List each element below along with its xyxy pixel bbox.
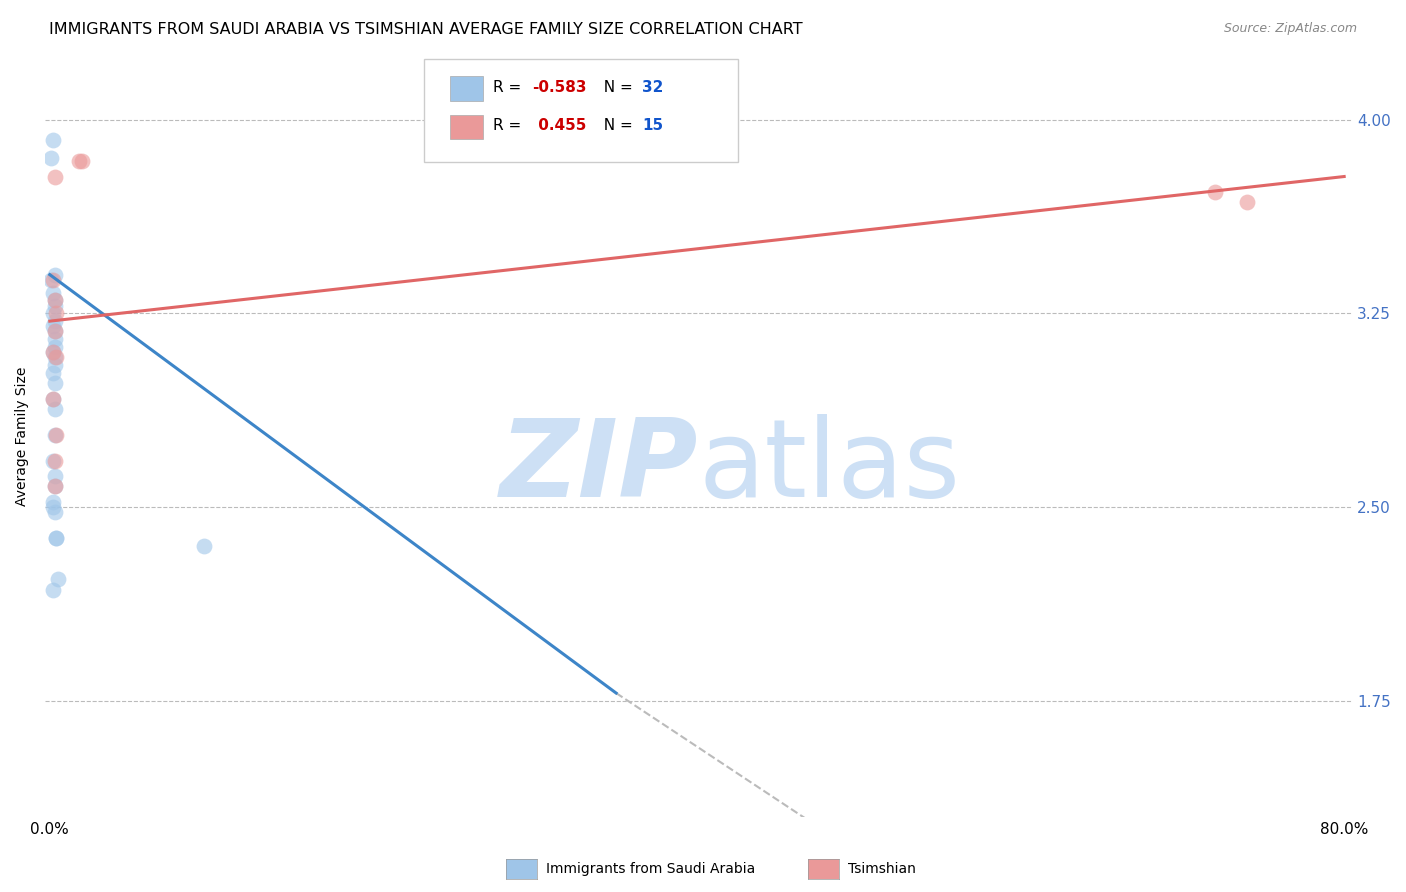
Point	[45, 306, 67, 320]
Point	[42, 345, 65, 359]
Point	[44, 299, 66, 313]
Point	[44, 479, 66, 493]
FancyBboxPatch shape	[425, 59, 738, 161]
Point	[44, 169, 66, 184]
Text: IMMIGRANTS FROM SAUDI ARABIA VS TSIMSHIAN AVERAGE FAMILY SIZE CORRELATION CHART: IMMIGRANTS FROM SAUDI ARABIA VS TSIMSHIA…	[49, 22, 803, 37]
Point	[44, 479, 66, 493]
Text: N =: N =	[593, 80, 638, 95]
Point	[44, 427, 66, 442]
Bar	[450, 77, 482, 101]
Text: -0.583: -0.583	[533, 80, 588, 95]
Point	[44, 401, 66, 416]
Point	[44, 293, 66, 308]
Point	[42, 392, 65, 406]
Point	[70, 154, 93, 169]
Point	[44, 358, 66, 372]
Point	[44, 293, 66, 308]
Bar	[450, 114, 482, 139]
Point	[42, 273, 65, 287]
Point	[41, 273, 63, 287]
Point	[44, 314, 66, 328]
Point	[44, 332, 66, 346]
Point	[44, 505, 66, 519]
Point	[44, 376, 66, 391]
Point	[42, 366, 65, 380]
Point	[44, 340, 66, 354]
Text: R =: R =	[494, 119, 526, 134]
Point	[193, 539, 215, 553]
Text: Tsimshian: Tsimshian	[848, 862, 915, 876]
Text: Immigrants from Saudi Arabia: Immigrants from Saudi Arabia	[546, 862, 755, 876]
Point	[1236, 195, 1258, 210]
Point	[42, 319, 65, 334]
Point	[1204, 185, 1226, 199]
Point	[45, 531, 67, 545]
Text: Source: ZipAtlas.com: Source: ZipAtlas.com	[1223, 22, 1357, 36]
Text: 32: 32	[643, 80, 664, 95]
Point	[42, 306, 65, 320]
Point	[44, 325, 66, 339]
Point	[42, 582, 65, 597]
Point	[67, 154, 90, 169]
Text: 0.455: 0.455	[533, 119, 586, 134]
Point	[44, 325, 66, 339]
Point	[45, 427, 67, 442]
Point	[42, 133, 65, 147]
Point	[44, 268, 66, 282]
Text: R =: R =	[494, 80, 526, 95]
Point	[44, 453, 66, 467]
Point	[46, 573, 69, 587]
Point	[42, 495, 65, 509]
Point	[44, 469, 66, 483]
Point	[42, 285, 65, 300]
Text: atlas: atlas	[699, 414, 960, 519]
Text: 15: 15	[643, 119, 664, 134]
Point	[44, 351, 66, 365]
Point	[45, 531, 67, 545]
Text: N =: N =	[593, 119, 638, 134]
Point	[45, 351, 67, 365]
Point	[42, 500, 65, 514]
Point	[42, 345, 65, 359]
Point	[41, 152, 63, 166]
Y-axis label: Average Family Size: Average Family Size	[15, 367, 30, 506]
Point	[42, 453, 65, 467]
Point	[42, 392, 65, 406]
Text: ZIP: ZIP	[501, 414, 699, 519]
